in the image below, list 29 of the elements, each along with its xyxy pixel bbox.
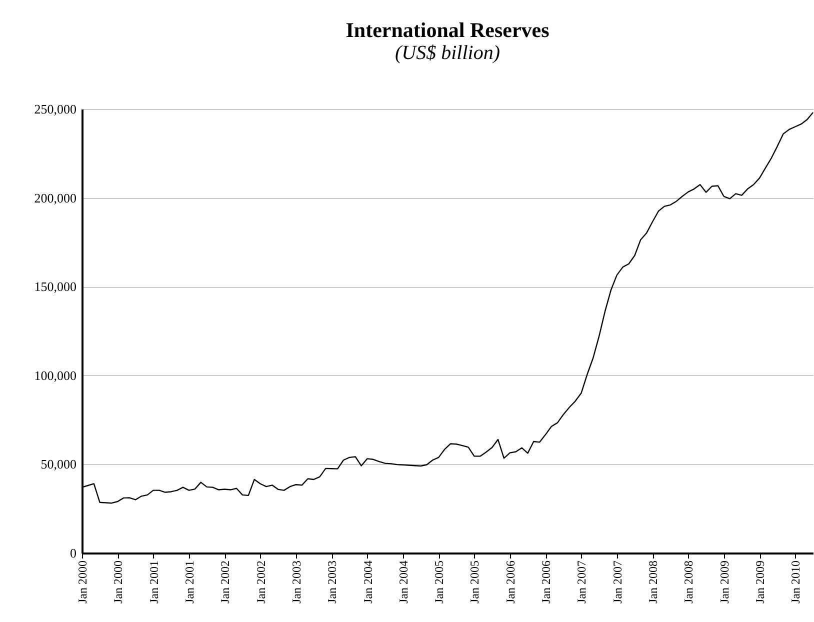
x-tick-label: Jan 2009: [753, 560, 768, 604]
x-tick-label: Jan 2005: [468, 560, 482, 604]
x-tick-label: Jan 2003: [289, 560, 304, 604]
x-tick-label: Jan 2008: [646, 560, 660, 604]
x-tick-label: Jan 2004: [360, 560, 375, 604]
x-tick-label: Jan 2009: [717, 560, 732, 604]
x-tick-label: Jan 2005: [432, 560, 446, 604]
x-tick-label: Jan 2007: [574, 560, 589, 604]
x-tick-label: Jan 2004: [396, 560, 410, 604]
x-tick-label: Jan 2001: [146, 560, 161, 604]
y-tick-label: 200,000: [34, 190, 76, 206]
chart-title: International Reserves: [346, 18, 550, 42]
y-tick-label: 0: [70, 546, 76, 560]
x-tick-label: Jan 2006: [503, 560, 518, 604]
x-tick-label: Jan 2002: [254, 560, 268, 604]
x-tick-label: Jan 2008: [682, 560, 696, 604]
y-tick-label: 50,000: [40, 456, 76, 472]
y-tick-label: 100,000: [34, 368, 76, 383]
x-tick-label: Jan 2010: [788, 560, 803, 604]
chart-subtitle: (US$ billion): [395, 42, 500, 64]
x-tick-label: Jan 2007: [610, 560, 624, 604]
x-tick-label: Jan 2001: [182, 560, 196, 604]
x-tick-label: Jan 2006: [539, 560, 554, 604]
x-tick-label: Jan 2002: [218, 560, 232, 604]
y-tick-label: 250,000: [34, 102, 76, 116]
y-tick-label: 150,000: [34, 279, 76, 294]
x-tick-label: Jan 2003: [325, 560, 340, 604]
x-tick-label: Jan 2000: [111, 560, 126, 604]
x-tick-label: Jan 2000: [76, 560, 90, 604]
